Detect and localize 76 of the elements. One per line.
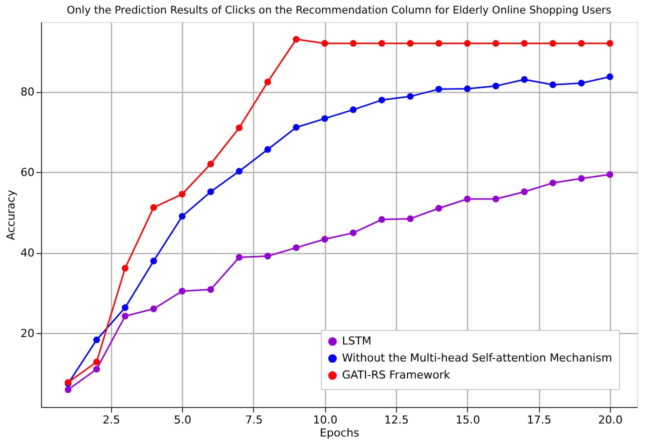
point: [178, 288, 186, 294]
legend-label: LSTM: [342, 334, 372, 348]
point: [606, 73, 614, 80]
y-tick-label: 40: [20, 246, 34, 260]
point: [292, 36, 300, 43]
x-tick-label: 20.0: [598, 414, 623, 426]
point: [207, 286, 214, 293]
point: [406, 215, 414, 222]
point: [321, 40, 328, 47]
point: [378, 40, 386, 47]
point: [264, 252, 272, 260]
point: [122, 312, 128, 320]
point: [236, 168, 243, 175]
point: [321, 236, 328, 243]
point: [93, 336, 100, 344]
point: [550, 81, 556, 88]
point: [264, 146, 272, 153]
x-tick-label: 17.5: [526, 414, 552, 426]
point: [150, 305, 157, 312]
x-tick-label: 2.5: [102, 414, 120, 426]
y-tick-label: 60: [20, 166, 34, 179]
point: [550, 40, 556, 47]
point: [207, 188, 214, 196]
point: [236, 254, 243, 261]
point: [435, 40, 442, 47]
point: [550, 180, 556, 186]
point: [492, 40, 500, 47]
point: [406, 93, 414, 100]
point: [492, 82, 500, 90]
x-tick-label: 10.0: [312, 414, 338, 426]
x-tick-label: 7.5: [245, 414, 263, 426]
point: [378, 216, 386, 223]
point: [435, 204, 442, 212]
point: [150, 204, 157, 211]
point: [64, 386, 72, 394]
x-tick-label: 12.5: [384, 414, 409, 426]
point: [578, 40, 585, 47]
x-axis-title: Epochs: [320, 426, 360, 440]
point: [606, 40, 614, 47]
point: [435, 86, 442, 93]
y-tick-label: 20: [20, 326, 34, 340]
point: [93, 366, 100, 373]
y-tick-label: 80: [20, 86, 34, 98]
point: [178, 212, 186, 220]
point: [492, 196, 500, 202]
y-axis-title: Accuracy: [4, 189, 18, 240]
point: [606, 171, 614, 178]
point: [521, 188, 528, 196]
point: [350, 40, 357, 47]
legend-label: GATI-RS Framework: [342, 368, 451, 382]
point: [321, 115, 328, 122]
point: [350, 106, 357, 114]
point: [406, 40, 414, 47]
point: [93, 358, 100, 366]
point: [578, 175, 585, 182]
point: [521, 76, 528, 83]
point: [264, 78, 272, 86]
point: [464, 40, 471, 47]
point: [464, 196, 471, 202]
point: [122, 264, 128, 272]
point: [464, 85, 471, 92]
legend-label: Without the Multi-head Self-attention Mechanism: [342, 352, 612, 364]
x-tick-label: 15.0: [456, 414, 480, 426]
point: [178, 190, 186, 198]
point: [292, 244, 300, 252]
x-tick-label: 5.0: [174, 414, 192, 426]
point: [350, 229, 357, 236]
point: [207, 160, 214, 168]
point: [122, 304, 128, 311]
point: [236, 124, 243, 132]
point: [521, 40, 528, 47]
point: [150, 258, 157, 264]
point: [292, 124, 300, 131]
chart-title: Only the Prediction Results of Clicks on the Recommendation Column for Elderly Online Shopping Users: [66, 4, 612, 16]
point: [378, 96, 386, 104]
point: [578, 80, 585, 86]
